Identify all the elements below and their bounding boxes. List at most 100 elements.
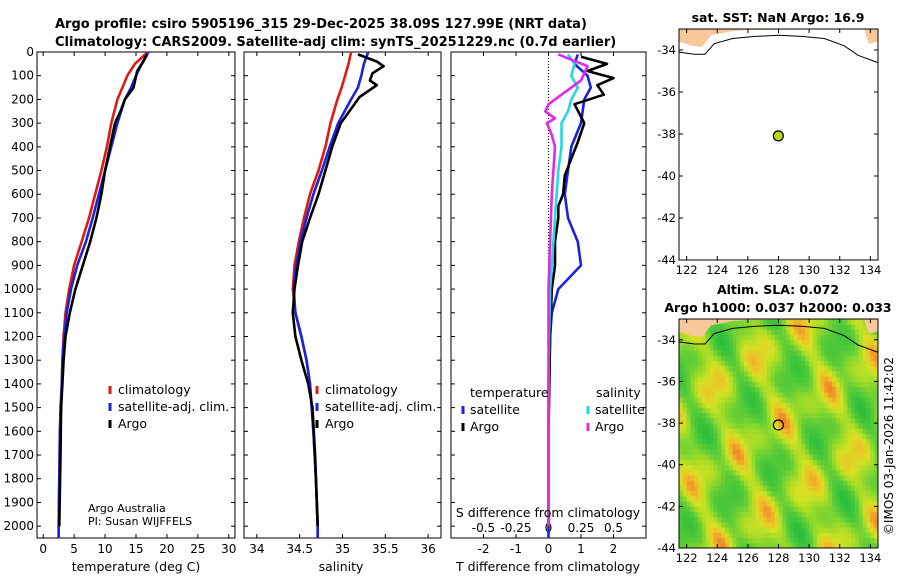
sla-cell	[744, 391, 749, 398]
sla-cell	[682, 407, 687, 414]
sla-cell	[740, 339, 745, 346]
sla-cell	[740, 449, 745, 455]
sla-cell	[721, 428, 726, 434]
sla-cell	[809, 443, 814, 450]
sla-cell	[679, 391, 684, 398]
sla-cell	[832, 402, 837, 408]
sla-cell	[705, 464, 710, 471]
sla-cell	[702, 371, 707, 377]
sla-cell	[839, 324, 844, 330]
map-x-tick-label: 134	[859, 551, 881, 565]
sla-cell	[732, 417, 737, 424]
land-area	[679, 319, 878, 337]
sla-cell	[862, 329, 867, 335]
sla-cell	[736, 402, 741, 408]
sla-cell	[782, 355, 787, 361]
figure-title-line1: Argo profile: csiro 5905196_315 29-Dec-2…	[55, 17, 587, 32]
sla-cell	[717, 501, 722, 507]
sla-cell	[721, 490, 726, 497]
sla-cell	[839, 386, 844, 393]
sla-cell	[790, 376, 795, 382]
sla-cell	[835, 381, 841, 388]
sla-cell	[820, 391, 825, 398]
x-tick-label: 36	[421, 542, 436, 556]
sla-cell	[786, 449, 791, 455]
sla-cell	[767, 516, 772, 523]
sla-cell	[812, 428, 818, 434]
map-x-tick-label: 124	[706, 263, 728, 277]
sla-cell	[870, 532, 875, 538]
sla-cell	[774, 537, 779, 544]
sla-cell	[816, 511, 821, 518]
sla-cell	[694, 376, 699, 382]
sla-cell	[774, 324, 779, 330]
sla-cell	[782, 480, 787, 486]
sla-cell	[820, 412, 825, 419]
sla-cell	[793, 417, 798, 424]
sla-cell	[679, 480, 684, 486]
sla-cell	[686, 339, 691, 346]
sla-cell	[759, 324, 764, 330]
sla-cell	[732, 334, 737, 341]
sla-cell	[732, 324, 737, 330]
sla-cell	[839, 438, 844, 445]
x-tick-label: 35	[335, 542, 350, 556]
sla-cell	[705, 365, 710, 372]
sla-cell	[736, 345, 741, 351]
sla-cell	[782, 433, 787, 440]
sla-cell	[732, 464, 737, 471]
sla-cell	[778, 402, 783, 408]
sla-cell	[801, 501, 806, 507]
sla-cell	[847, 345, 852, 351]
sla-cell	[778, 334, 783, 341]
sla-cell	[828, 407, 833, 414]
sla-cell	[774, 345, 779, 351]
sla-cell	[874, 459, 879, 466]
sla-cell	[843, 324, 848, 330]
sla-cell	[724, 511, 730, 518]
sla-cell	[767, 334, 772, 341]
sla-cell	[705, 485, 710, 492]
sla-cell	[782, 412, 787, 419]
sla-cell	[816, 527, 821, 533]
sla-cell	[728, 501, 733, 507]
sla-cell	[736, 527, 741, 533]
sla-cell	[778, 397, 783, 403]
y-tick-label: 1700	[3, 448, 34, 462]
sla-cell	[805, 376, 810, 382]
sla-cell	[824, 542, 829, 549]
sla-cell	[682, 527, 687, 533]
sla-cell	[763, 371, 768, 377]
sla-cell	[809, 381, 814, 388]
sla-cell	[805, 407, 810, 414]
sla-cell	[782, 350, 787, 356]
sla-cell	[736, 506, 741, 512]
sla-cell	[767, 433, 772, 440]
sla-cell	[855, 397, 860, 403]
sla-cell	[740, 438, 745, 445]
sla-cell	[717, 345, 722, 351]
sla-cell	[862, 475, 867, 481]
sla-cell	[732, 386, 737, 393]
sla-cell	[774, 339, 779, 346]
sla-cell	[736, 542, 741, 549]
sla-cell	[724, 532, 730, 538]
sla-cell	[751, 443, 756, 450]
sla-cell	[812, 433, 818, 440]
sla-cell	[702, 506, 707, 512]
map-x-tick-label: 130	[798, 551, 820, 565]
sla-cell	[839, 407, 844, 414]
sla-cell	[797, 506, 802, 512]
sla-cell	[790, 475, 795, 481]
sla-cell	[747, 532, 753, 538]
sla-cell	[862, 542, 867, 549]
sla-cell	[782, 371, 787, 377]
sla-cell	[713, 412, 718, 419]
sla-cell	[728, 537, 733, 544]
sla-cell	[843, 443, 848, 450]
legend-label-argo_t: Argo	[470, 419, 499, 434]
sla-cell	[809, 511, 814, 518]
sla-cell	[828, 459, 833, 466]
sla-cell	[835, 501, 841, 507]
sla-cell	[782, 319, 787, 325]
